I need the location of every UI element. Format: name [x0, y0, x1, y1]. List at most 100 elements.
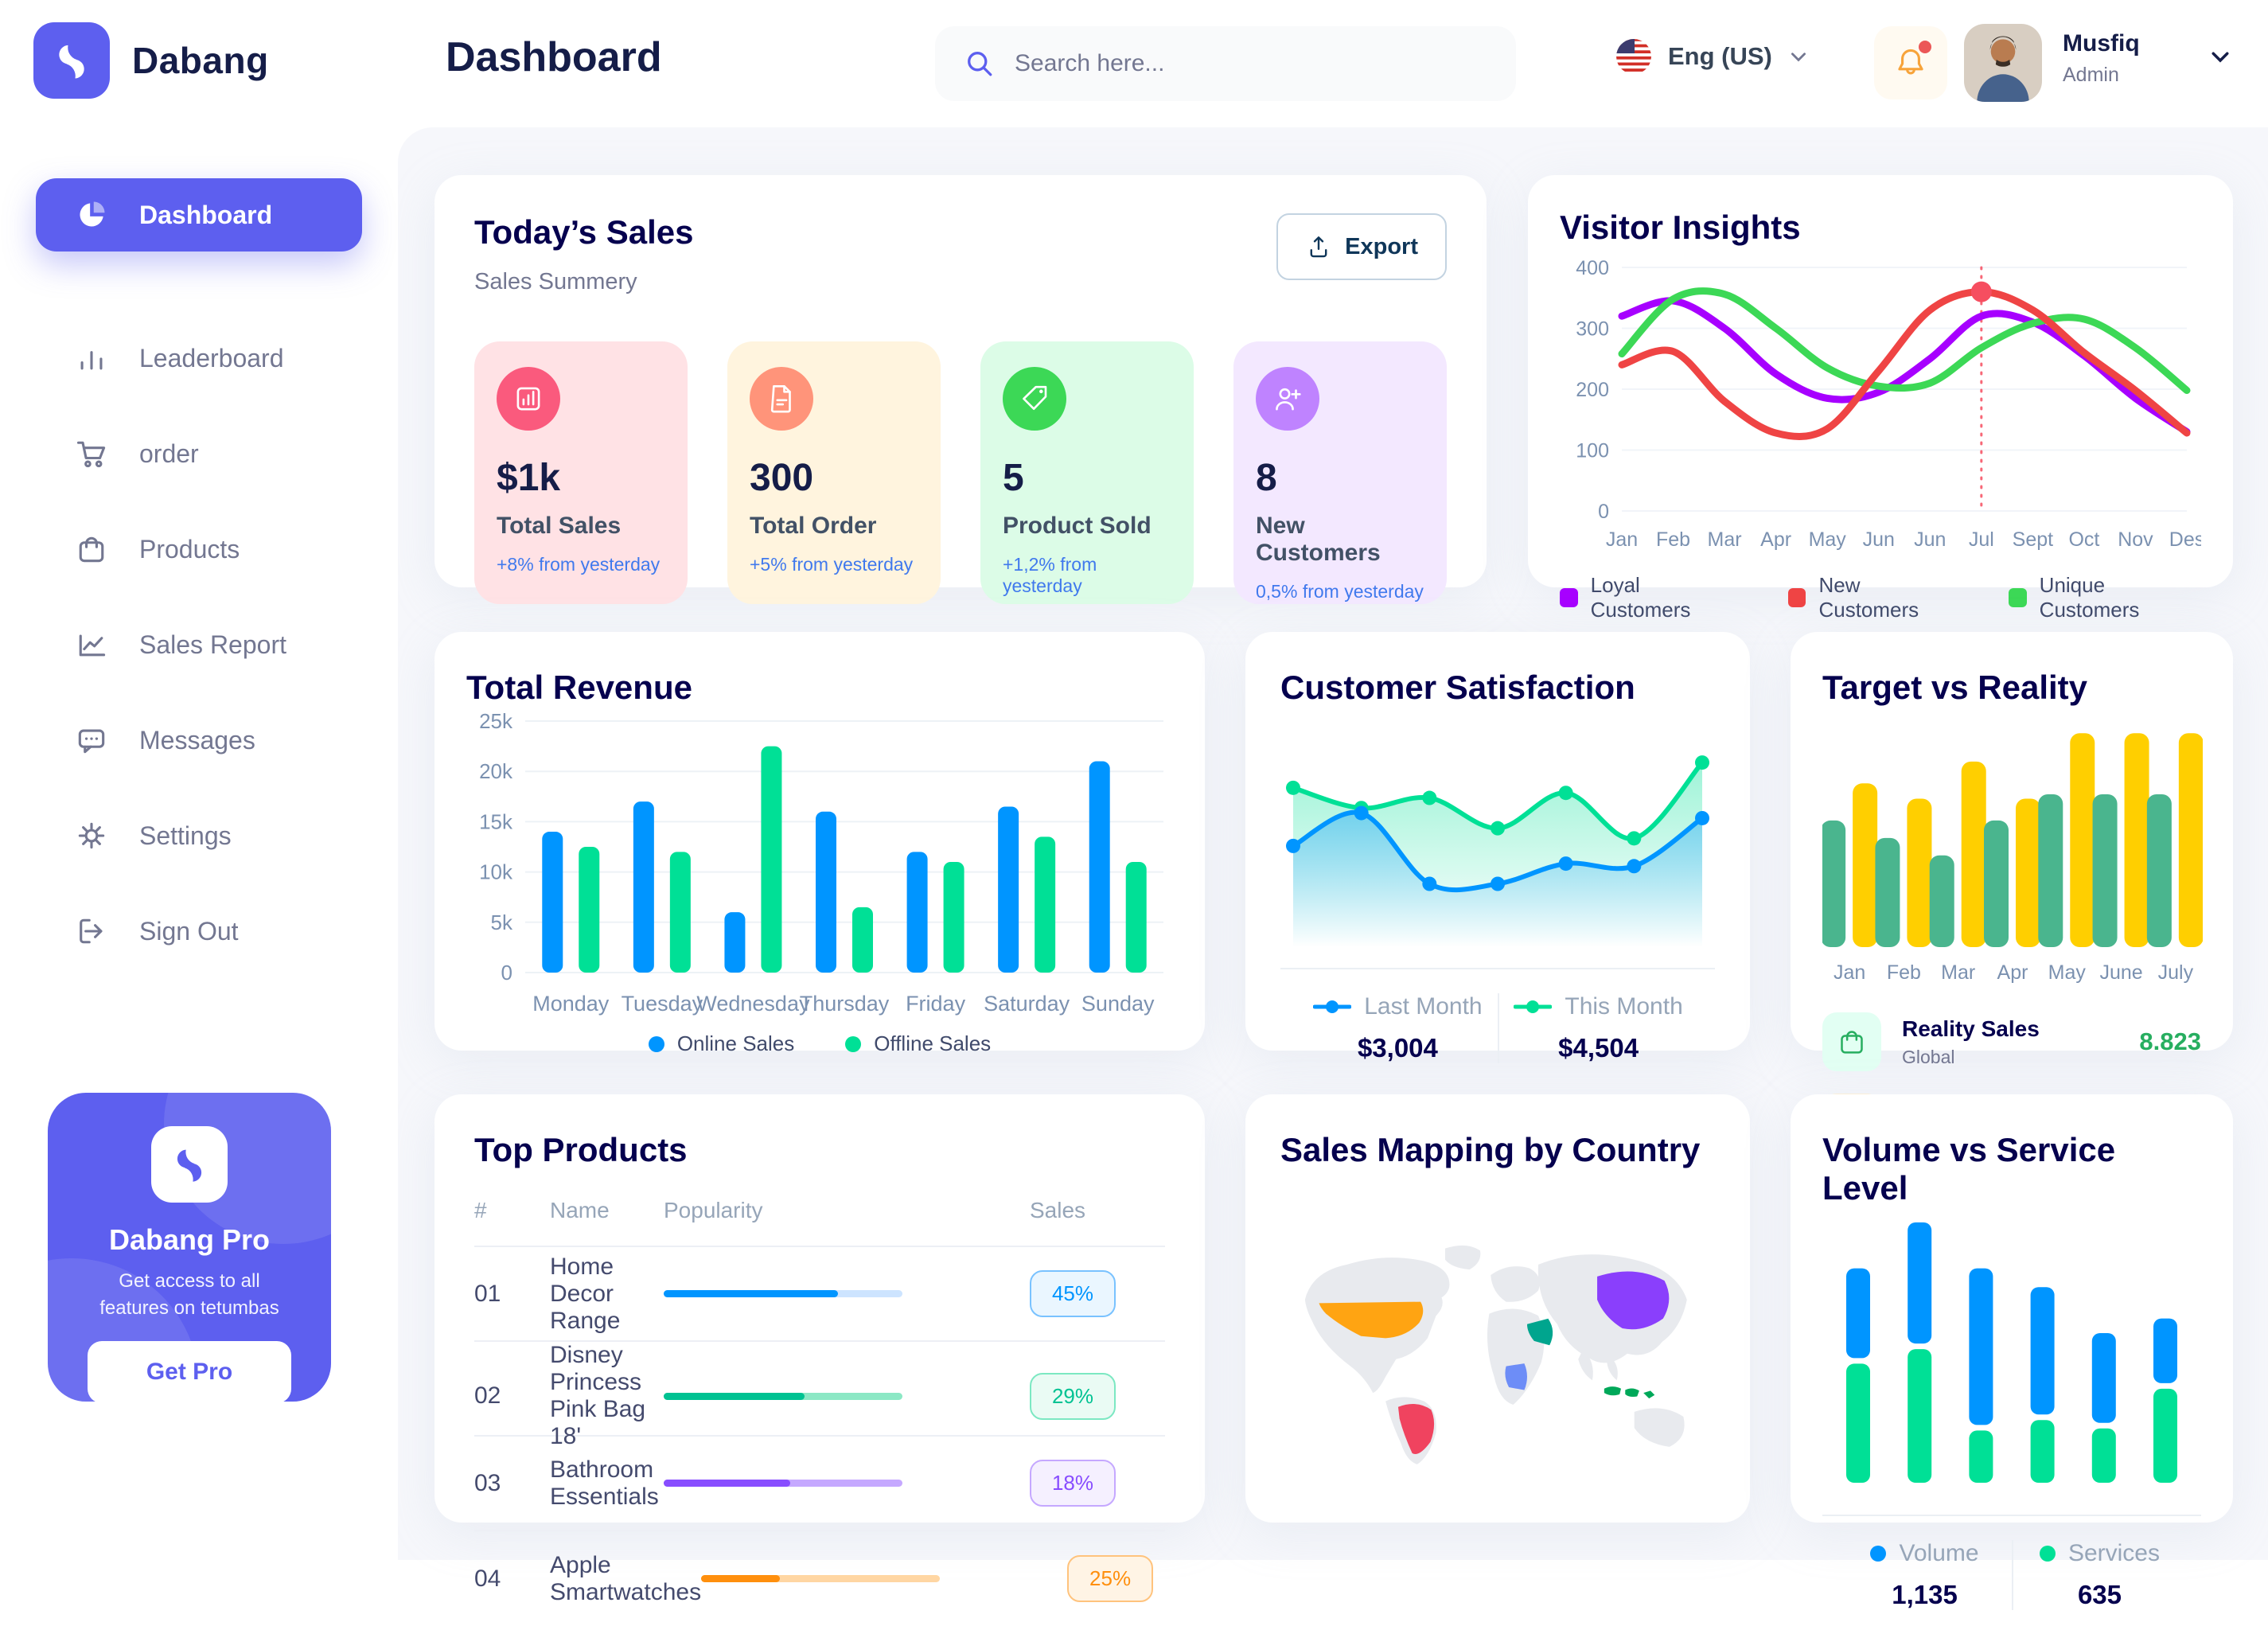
- svg-text:Thursday: Thursday: [800, 992, 890, 1016]
- svg-text:20k: 20k: [479, 759, 513, 783]
- sidebar-item-leaderboard[interactable]: Leaderboard: [36, 322, 362, 395]
- sidebar-item-label: Settings: [139, 821, 232, 850]
- svg-text:Feb: Feb: [1656, 528, 1690, 551]
- sidebar-item-label: Messages: [139, 725, 255, 755]
- search-input[interactable]: [1015, 50, 1460, 77]
- stat-delta: +8% from yesterday: [497, 554, 661, 575]
- sidebar-item-label: Products: [139, 534, 240, 563]
- dabang-pro-logo-icon: [151, 1126, 228, 1203]
- svg-text:Jun: Jun: [1914, 528, 1946, 551]
- volume-vs-service-legend: Volume 1,135 Services 635: [1822, 1515, 2201, 1610]
- stat-value: 300: [750, 457, 814, 499]
- svg-text:Saturday: Saturday: [984, 992, 1070, 1016]
- sign-out-icon: [80, 918, 103, 944]
- svg-text:0: 0: [501, 961, 512, 985]
- stat-delta: 0,5% from yesterday: [1256, 581, 1424, 602]
- notification-bell[interactable]: [1874, 26, 1947, 99]
- product-rank: 01: [474, 1280, 501, 1307]
- total-revenue-legend: Online Sales Offline Sales: [466, 1031, 1173, 1056]
- tag-icon: [1023, 385, 1047, 410]
- svg-text:100: 100: [1576, 440, 1609, 462]
- stat-value: 5: [1003, 457, 1024, 499]
- svg-text:Oct: Oct: [2068, 528, 2099, 551]
- sidebar-item-label: Sales Report: [139, 630, 286, 659]
- sales-mapping-title: Sales Mapping by Country: [1280, 1131, 1701, 1168]
- stats-row: $1k Total Sales +8% from yesterday 300 Total…: [474, 341, 1447, 604]
- main-content: Today’s Sales Sales Summery Export $1k To…: [398, 127, 2268, 1610]
- language-selector[interactable]: Eng (US): [1615, 38, 1809, 75]
- total-revenue-title: Total Revenue: [466, 669, 692, 706]
- page-title: Dashboard: [446, 34, 662, 80]
- sidebar-item-sales-report[interactable]: Sales Report: [36, 608, 362, 681]
- visitor-insights-card: Visitor Insights 0 100 200 300 400 Jan Feb Mar A…: [1528, 175, 2233, 622]
- product-rank: 03: [474, 1469, 501, 1496]
- svg-text:300: 300: [1576, 318, 1609, 341]
- user-meta: Musfiq Admin: [2063, 30, 2140, 87]
- table-row: 01 Home Decor Range 45%: [474, 1247, 1165, 1342]
- sales-chart-icon: [516, 387, 540, 411]
- search-bar[interactable]: [935, 26, 1516, 101]
- country-saudi-arabia: [1526, 1318, 1553, 1346]
- stat-label: Total Sales: [497, 513, 622, 539]
- legend-item: Last Month $3,004: [1298, 993, 1498, 1063]
- sidebar-nav: Dashboard Leaderboard order Products Sales R…: [0, 178, 398, 968]
- world-map: [1280, 1201, 1715, 1503]
- svg-text:200: 200: [1576, 379, 1609, 401]
- svg-text:May: May: [1809, 528, 1847, 551]
- svg-text:Sept: Sept: [2013, 528, 2053, 551]
- todays-sales-subtitle: Sales Summery: [474, 269, 637, 294]
- svg-text:Wednesday: Wednesday: [696, 992, 810, 1016]
- sidebar-item-sign-out[interactable]: Sign Out: [36, 895, 362, 968]
- stat-label: Total Order: [750, 513, 877, 539]
- svg-text:Apr: Apr: [1760, 528, 1791, 551]
- product-rank: 04: [474, 1565, 501, 1592]
- pie-chart-icon: [80, 201, 105, 227]
- sidebar-item-messages[interactable]: Messages: [36, 704, 362, 777]
- customer-satisfaction-legend: Last Month $3,004 This Month $4,504: [1280, 968, 1715, 1063]
- stat-value: $1k: [497, 457, 561, 499]
- product-rank: 02: [474, 1382, 501, 1409]
- line-chart-icon: [79, 634, 106, 657]
- bag-icon: [79, 536, 104, 563]
- sidebar-item-dashboard[interactable]: Dashboard: [36, 178, 362, 252]
- svg-text:July: July: [2158, 961, 2194, 984]
- user-name: Musfiq: [2063, 30, 2140, 57]
- total-revenue-chart: 0 5k 10k 15k 20k 25k Monday Tuesday Wednesday Thu…: [466, 707, 1173, 1028]
- sidebar-item-label: Leaderboard: [139, 343, 284, 372]
- stat-card-total-order: 300 Total Order +5% from yesterday: [727, 341, 941, 604]
- sidebar-item-settings[interactable]: Settings: [36, 799, 362, 872]
- table-row: 04 Apple Smartwatches 25%: [474, 1531, 1165, 1626]
- order-file-icon: [770, 384, 791, 413]
- svg-text:Mar: Mar: [1708, 528, 1742, 551]
- stat-value: 8: [1256, 457, 1277, 499]
- sidebar-item-label: Dashboard: [139, 200, 273, 229]
- popularity-bar: [701, 1575, 941, 1582]
- gear-icon: [78, 822, 105, 849]
- sales-badge: 29%: [1030, 1372, 1116, 1420]
- export-button[interactable]: Export: [1276, 213, 1447, 280]
- cart-icon: [76, 441, 106, 468]
- legend-item: New Customers: [1787, 573, 1958, 622]
- legend-item-reality-sales: Reality Sales Global 8.823: [1822, 1012, 2201, 1071]
- legend-item: Loyal Customers: [1560, 573, 1737, 622]
- sidebar-item-products[interactable]: Products: [36, 513, 362, 586]
- table-header: # Name Popularity Sales: [474, 1169, 1165, 1247]
- avatar[interactable]: [1964, 24, 2042, 102]
- country-dr-congo: [1505, 1363, 1527, 1390]
- svg-text:10k: 10k: [479, 860, 513, 884]
- sidebar-item-label: order: [139, 439, 199, 468]
- pro-card-subtitle: Get access to all features on tetumbas: [99, 1270, 279, 1319]
- get-pro-button[interactable]: Get Pro: [88, 1341, 291, 1402]
- stat-label: New Customers: [1256, 513, 1381, 566]
- target-vs-reality-card: Target vs Reality Jan Feb Mar Apr May June Jul…: [1791, 632, 2233, 1152]
- svg-text:Apr: Apr: [1997, 961, 2028, 984]
- stat-label: Product Sold: [1003, 513, 1152, 539]
- svg-text:May: May: [2048, 961, 2087, 984]
- sales-badge: 18%: [1030, 1460, 1116, 1507]
- legend-item: Unique Customers: [2009, 573, 2201, 622]
- popularity-bar: [664, 1290, 902, 1297]
- sidebar-item-order[interactable]: order: [36, 417, 362, 490]
- stat-delta: +5% from yesterday: [750, 554, 914, 575]
- profile-chevron-down-icon[interactable]: [2208, 45, 2232, 68]
- table-row: 03 Bathroom Essentials 18%: [474, 1437, 1165, 1531]
